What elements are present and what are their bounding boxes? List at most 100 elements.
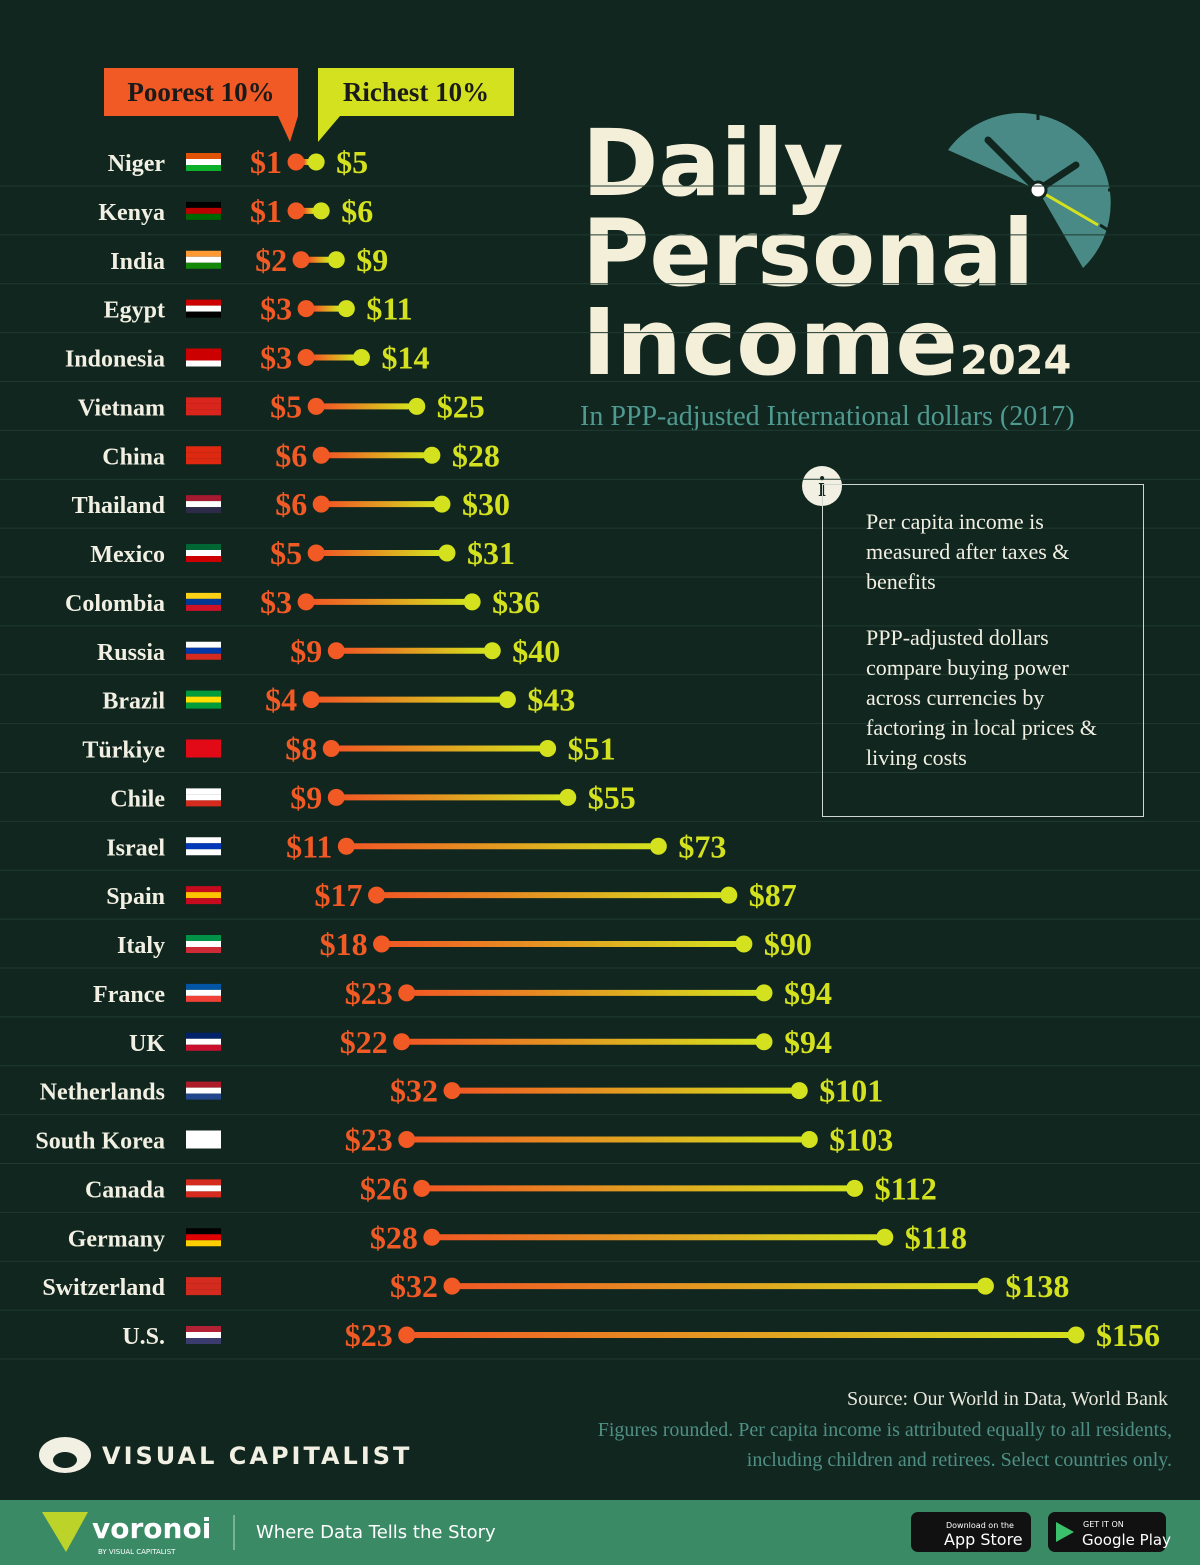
category-label: Netherlands bbox=[40, 1080, 165, 1106]
dot-rich bbox=[790, 1082, 808, 1100]
flag bbox=[186, 1038, 221, 1045]
category-label: Israel bbox=[106, 835, 165, 861]
value-label: $6 bbox=[275, 437, 307, 473]
category-label: Germany bbox=[68, 1226, 165, 1252]
flag bbox=[186, 159, 221, 165]
dot-poor bbox=[398, 984, 416, 1002]
value-label: $73 bbox=[678, 828, 726, 864]
badge-text: Google Play bbox=[1082, 1531, 1171, 1549]
flag bbox=[186, 201, 221, 208]
value-label: $31 bbox=[467, 535, 515, 571]
connector bbox=[460, 1087, 792, 1094]
value-label: $87 bbox=[749, 877, 797, 913]
flag bbox=[186, 556, 221, 562]
value-label: $94 bbox=[784, 975, 832, 1011]
flag bbox=[186, 794, 221, 801]
dot-poor bbox=[327, 788, 345, 806]
flag bbox=[186, 507, 221, 514]
connector bbox=[329, 501, 434, 508]
dot-rich bbox=[1067, 1326, 1085, 1344]
flag bbox=[186, 501, 221, 508]
app-store-badge[interactable] bbox=[911, 1512, 1031, 1552]
connector bbox=[304, 207, 314, 214]
dot-rich bbox=[408, 397, 426, 415]
value-label: $9 bbox=[290, 779, 322, 815]
info-text: PPP-adjusted dollars compare buying powe… bbox=[866, 625, 1097, 770]
google-play-badge[interactable] bbox=[1048, 1512, 1166, 1552]
value-label: $28 bbox=[370, 1219, 418, 1255]
dot-poor bbox=[312, 495, 330, 513]
category-label: Italy bbox=[117, 933, 165, 959]
dot-rich bbox=[755, 984, 773, 1002]
value-label: $17 bbox=[315, 877, 363, 913]
value-label: $3 bbox=[260, 340, 292, 376]
legend bbox=[104, 68, 514, 142]
category-label: France bbox=[93, 982, 165, 1008]
flag bbox=[186, 458, 221, 465]
dot-rich bbox=[876, 1228, 894, 1246]
connector bbox=[414, 1332, 1068, 1338]
dot-poor bbox=[297, 593, 315, 611]
connector bbox=[354, 843, 651, 850]
category-label: Indonesia bbox=[65, 347, 165, 373]
flag bbox=[186, 1234, 221, 1241]
flag bbox=[186, 598, 221, 605]
footer-logo-sub: BY VISUAL CAPITALIST bbox=[98, 1548, 176, 1556]
title: Daily bbox=[582, 110, 844, 217]
flag bbox=[186, 409, 221, 416]
flag bbox=[186, 256, 221, 263]
dot-poor bbox=[337, 837, 355, 855]
flag bbox=[186, 592, 221, 599]
dot-poor bbox=[307, 544, 325, 562]
flag bbox=[186, 550, 221, 556]
connector bbox=[429, 1185, 847, 1192]
dot-poor bbox=[297, 349, 315, 366]
dot-poor bbox=[443, 1082, 461, 1100]
flag bbox=[186, 745, 221, 752]
flag bbox=[186, 1179, 221, 1186]
flag bbox=[186, 702, 221, 709]
value-label: $8 bbox=[285, 731, 317, 767]
value-label: $138 bbox=[1005, 1268, 1069, 1304]
connector bbox=[324, 403, 409, 410]
dot-rich bbox=[800, 1131, 818, 1148]
flag bbox=[186, 1289, 221, 1296]
connector bbox=[344, 647, 485, 654]
flag bbox=[186, 751, 221, 758]
flag bbox=[186, 1044, 221, 1051]
dot-rich bbox=[337, 300, 355, 318]
value-label: $6 bbox=[341, 193, 373, 229]
value-label: $23 bbox=[345, 1122, 393, 1158]
connector bbox=[314, 598, 465, 605]
value-label: $1 bbox=[250, 144, 282, 180]
value-label: $43 bbox=[527, 682, 575, 718]
flag bbox=[186, 1228, 221, 1235]
category-label: U.S. bbox=[122, 1324, 165, 1350]
dot-rich bbox=[483, 642, 501, 660]
category-label: China bbox=[102, 444, 165, 470]
category-label: India bbox=[110, 249, 165, 275]
title-year: 2024 bbox=[960, 338, 1071, 384]
category-label: Russia bbox=[97, 640, 165, 666]
connector bbox=[324, 550, 439, 556]
dot-rich bbox=[846, 1179, 864, 1197]
flag bbox=[186, 1142, 221, 1149]
dot-rich bbox=[463, 593, 481, 611]
connector bbox=[304, 159, 309, 165]
connector bbox=[314, 354, 354, 361]
flag bbox=[186, 348, 221, 355]
category-label: Switzerland bbox=[42, 1275, 165, 1301]
flag bbox=[186, 250, 221, 257]
connector bbox=[414, 1136, 802, 1143]
dot-rich bbox=[976, 1277, 994, 1295]
value-label: $90 bbox=[764, 926, 812, 962]
legend-box-rich bbox=[318, 68, 514, 142]
flag bbox=[186, 653, 221, 660]
dot-rich bbox=[307, 153, 325, 171]
flag bbox=[186, 947, 221, 953]
category-label: Canada bbox=[85, 1177, 165, 1203]
value-label: $28 bbox=[452, 437, 500, 473]
value-label: $4 bbox=[265, 682, 297, 718]
dot-poor bbox=[398, 1326, 416, 1344]
